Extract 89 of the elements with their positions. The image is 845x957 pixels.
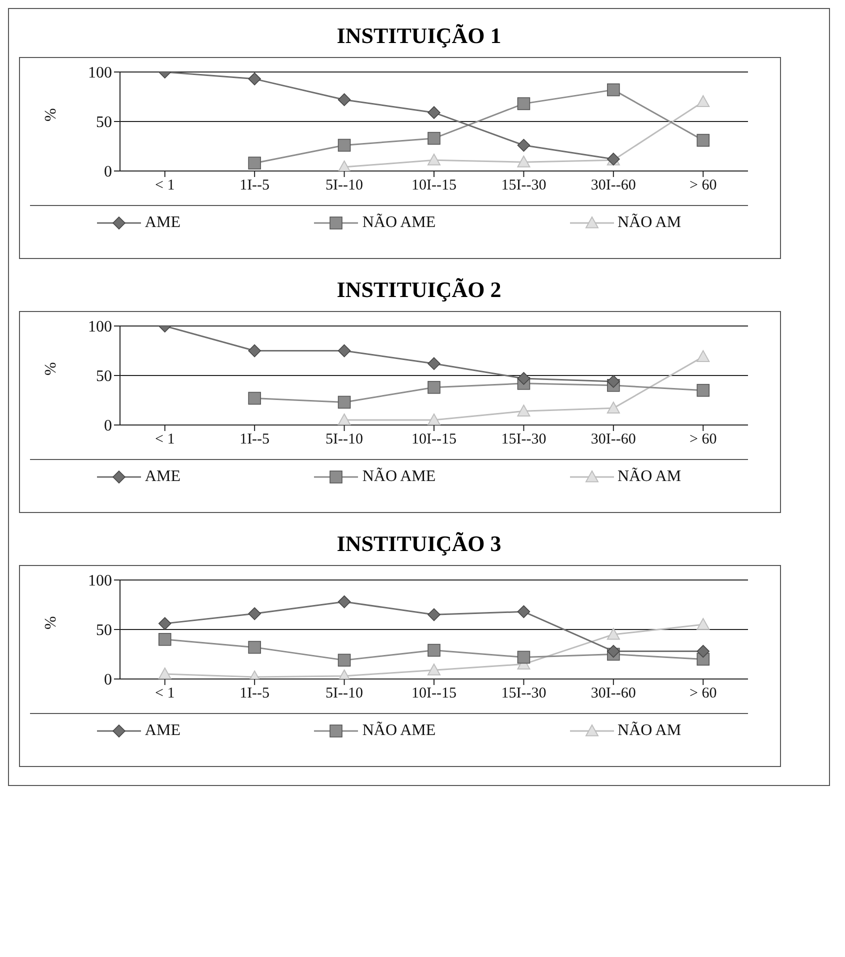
point xyxy=(428,664,440,676)
legend-label: AME xyxy=(144,722,180,740)
y-tick-label: 50 xyxy=(96,622,112,640)
point xyxy=(248,392,261,405)
x-tick-label: 1I--5 xyxy=(240,686,270,702)
point xyxy=(517,138,530,152)
point xyxy=(248,156,261,170)
point xyxy=(428,357,440,370)
point xyxy=(338,160,351,171)
point xyxy=(517,404,530,416)
point xyxy=(607,83,620,96)
point xyxy=(338,138,351,152)
y-tick-label: 0 xyxy=(104,672,112,689)
x-tick-label: 15I--30 xyxy=(501,432,546,448)
y-tick-label: 0 xyxy=(104,418,112,435)
point xyxy=(158,617,172,630)
x-tick-label: 30I--60 xyxy=(590,432,636,448)
y-axis-title: % xyxy=(42,108,60,122)
legend-label: AME xyxy=(144,214,180,232)
point xyxy=(696,95,710,107)
chart-title: INSTITUIÇÃO 2 xyxy=(336,277,502,303)
point xyxy=(696,350,710,362)
point xyxy=(696,384,710,397)
point xyxy=(428,644,440,657)
point xyxy=(428,608,440,622)
x-tick-label: > 60 xyxy=(690,686,717,702)
chart-title: INSTITUIÇÃO 3 xyxy=(336,531,502,557)
point xyxy=(158,668,172,679)
x-tick-label: < 1 xyxy=(155,178,175,194)
y-axis-title: % xyxy=(42,616,60,630)
point xyxy=(517,372,530,385)
x-tick-label: 10I--15 xyxy=(412,178,456,194)
point xyxy=(428,414,440,425)
point xyxy=(428,106,440,119)
point xyxy=(338,396,351,409)
y-tick-label: 100 xyxy=(88,572,112,590)
x-tick-label: 30I--60 xyxy=(590,178,636,194)
point xyxy=(248,640,261,654)
point xyxy=(428,154,440,166)
point xyxy=(606,402,620,414)
point xyxy=(696,618,710,630)
point xyxy=(696,134,710,147)
y-tick-label: 100 xyxy=(88,318,112,336)
x-tick-label: 30I--60 xyxy=(590,686,636,702)
legend-label: NÃO AM xyxy=(618,214,682,232)
point xyxy=(248,607,261,620)
point xyxy=(696,644,710,658)
point xyxy=(158,633,172,646)
legend-label: NÃO AM xyxy=(618,468,682,486)
point xyxy=(517,650,530,664)
legend-label: NÃO AME xyxy=(362,214,436,232)
point xyxy=(338,654,351,667)
point xyxy=(338,344,351,358)
x-tick-label: 5I--10 xyxy=(326,432,364,448)
x-tick-label: 1I--5 xyxy=(240,432,270,448)
point xyxy=(248,72,261,86)
y-tick-label: 0 xyxy=(104,164,112,181)
point xyxy=(248,344,261,358)
legend-label: AME xyxy=(144,468,180,486)
x-tick-label: 10I--15 xyxy=(412,686,456,702)
legend-label: NÃO AME xyxy=(362,722,436,740)
x-tick-label: > 60 xyxy=(690,432,717,448)
chart-title: INSTITUIÇÃO 1 xyxy=(336,23,502,49)
point xyxy=(606,628,620,640)
y-tick-label: 100 xyxy=(88,64,112,82)
x-tick-label: < 1 xyxy=(155,686,175,702)
point xyxy=(517,605,530,618)
point xyxy=(607,644,620,658)
y-tick-label: 50 xyxy=(96,368,112,386)
point xyxy=(338,93,351,106)
point xyxy=(428,132,440,145)
point xyxy=(428,380,440,394)
x-tick-label: 15I--30 xyxy=(501,686,546,702)
legend-label: NÃO AME xyxy=(362,468,436,486)
x-tick-label: 5I--10 xyxy=(326,686,364,702)
point xyxy=(338,414,351,425)
x-tick-label: 15I--30 xyxy=(501,178,546,194)
point xyxy=(517,156,530,168)
x-tick-label: > 60 xyxy=(690,178,717,194)
y-axis-title: % xyxy=(42,362,60,376)
point xyxy=(607,375,620,388)
x-tick-label: 5I--10 xyxy=(326,178,364,194)
legend-label: NÃO AM xyxy=(618,722,682,740)
y-tick-label: 50 xyxy=(96,114,112,132)
point xyxy=(338,595,351,608)
x-tick-label: 1I--5 xyxy=(240,178,270,194)
x-tick-label: 10I--15 xyxy=(412,432,456,448)
point xyxy=(517,97,530,110)
x-tick-label: < 1 xyxy=(155,432,175,448)
